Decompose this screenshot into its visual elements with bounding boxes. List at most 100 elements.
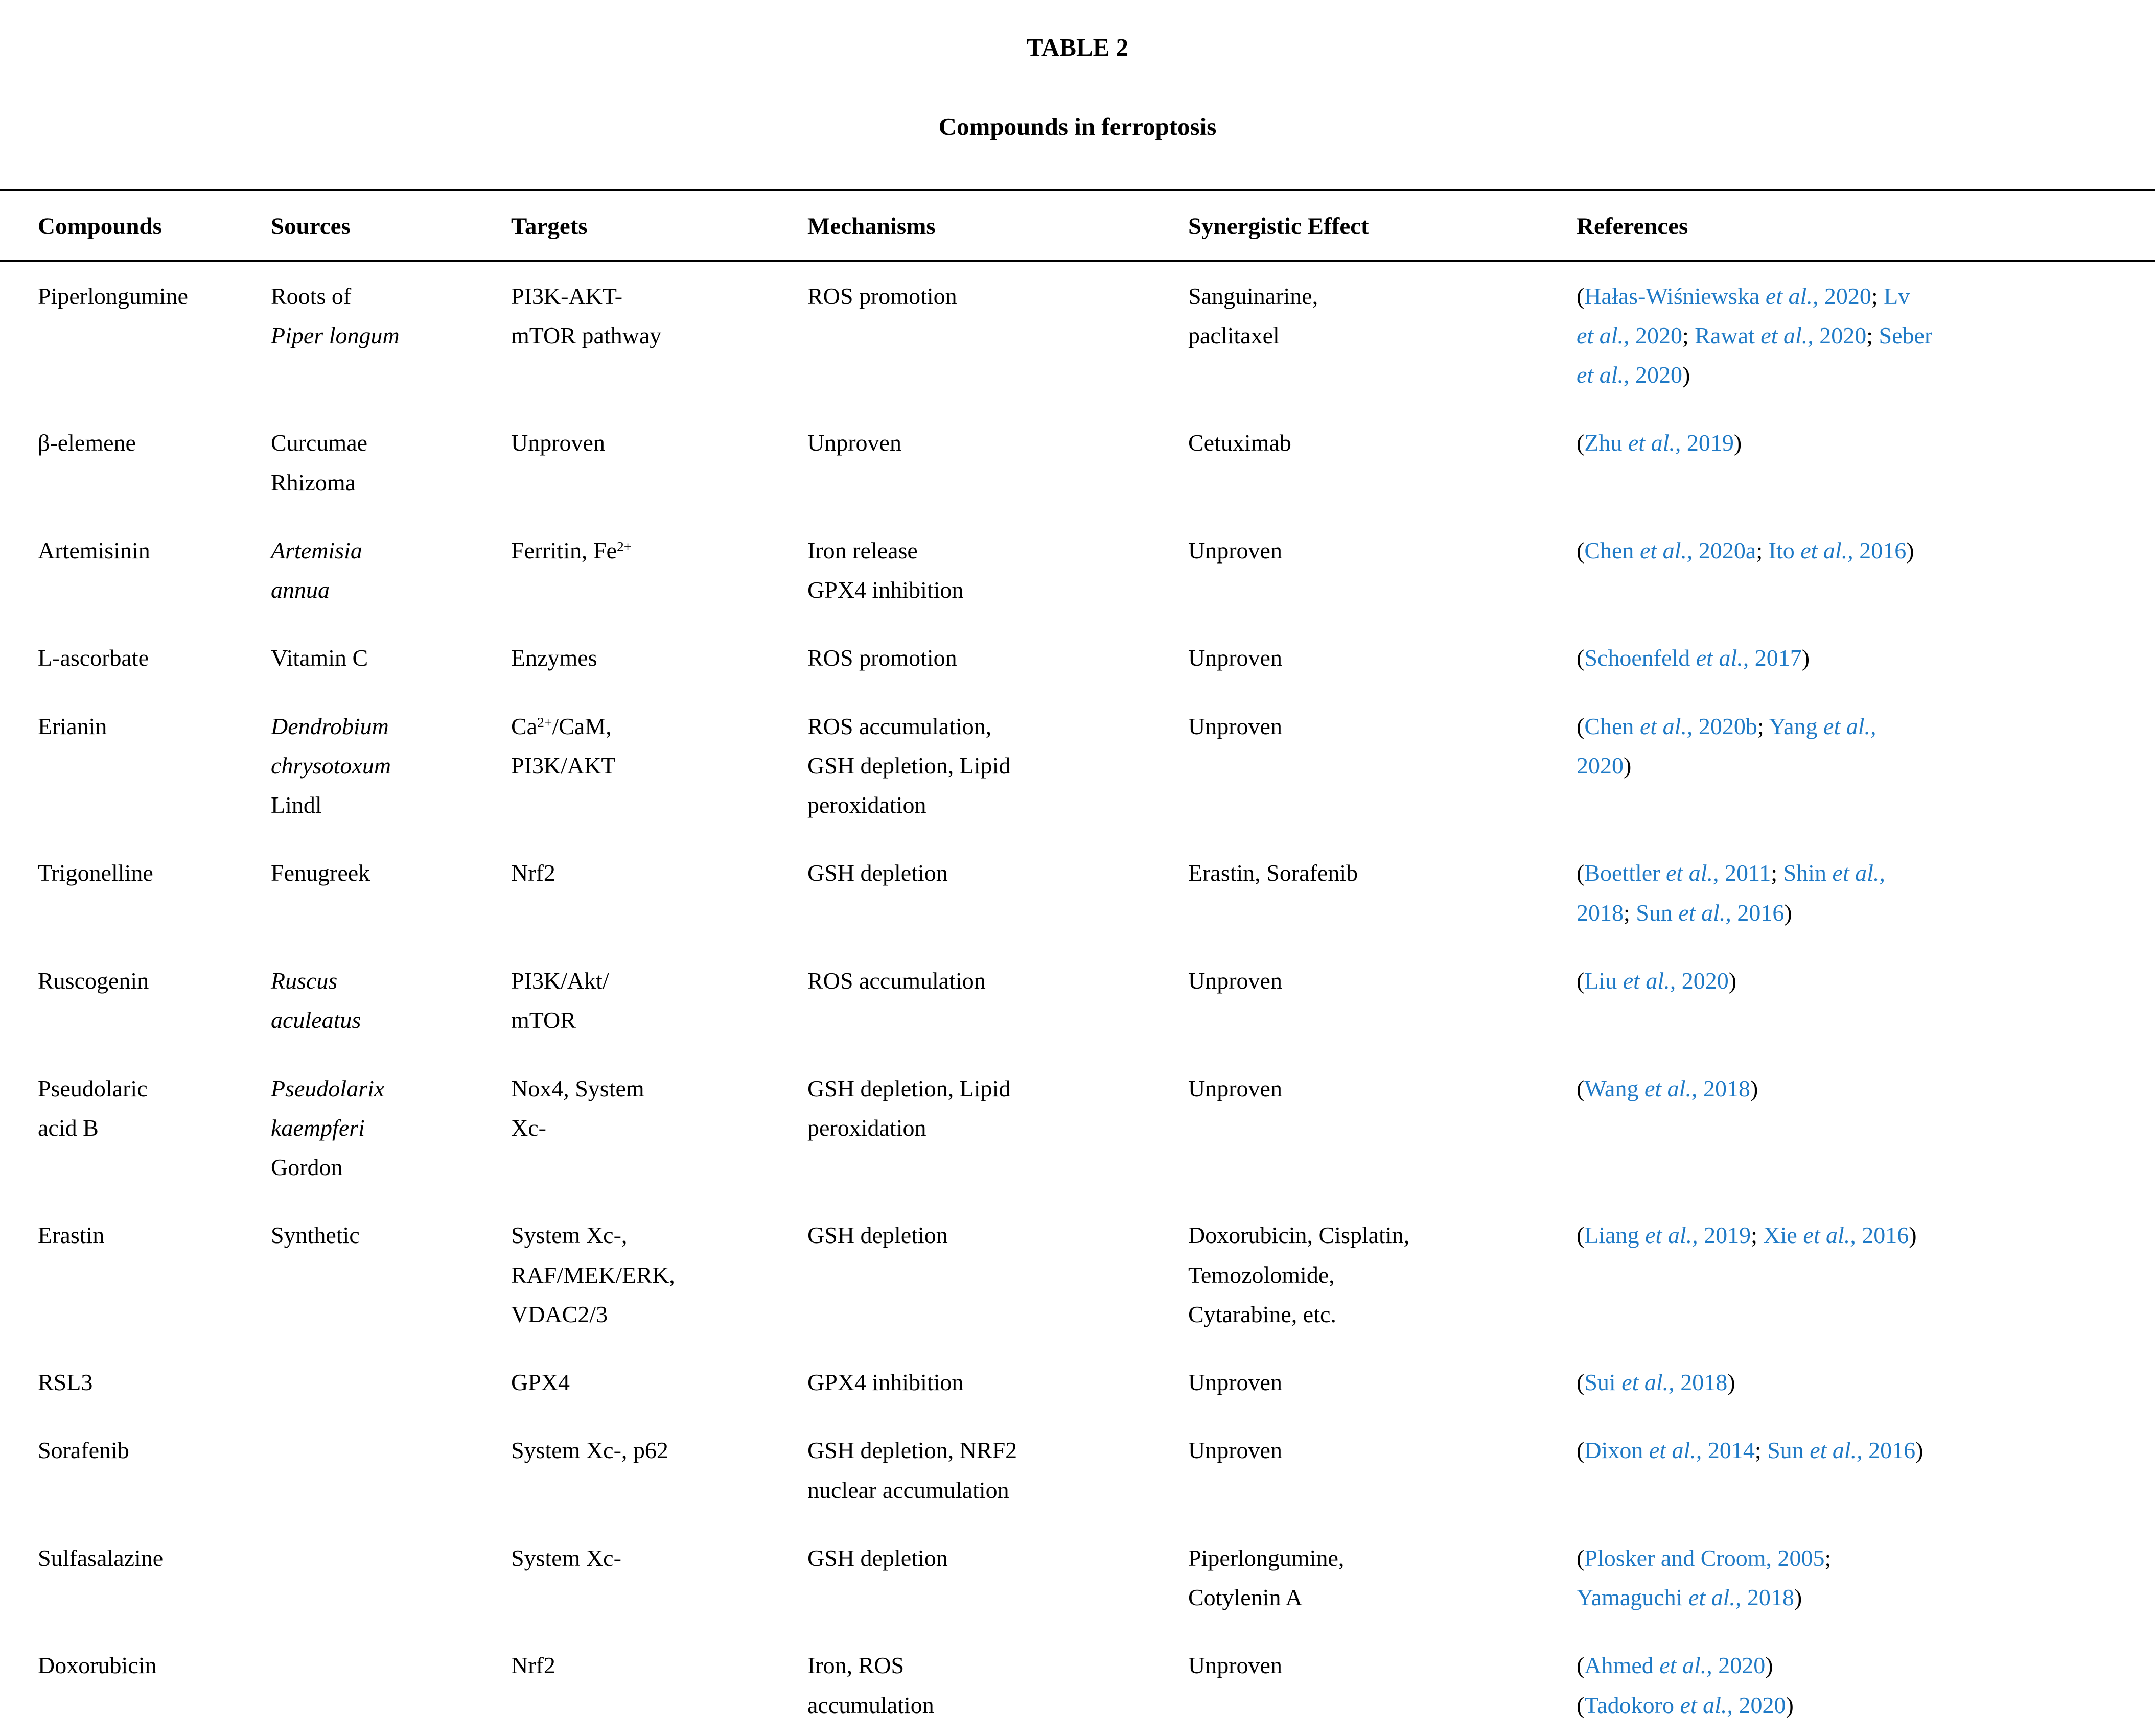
cell-compounds: Erastin bbox=[38, 1222, 105, 1249]
cell-compounds: Piperlongumine bbox=[38, 283, 188, 309]
citation-link[interactable]: Zhu et al., 2019 bbox=[1584, 430, 1734, 456]
table-body: Piperlongumine Roots of Piper longum PI3K-A… bbox=[0, 261, 2155, 1736]
citation-link[interactable]: Plosker and Croom, 2005 bbox=[1584, 1544, 1825, 1571]
cell-targets: Unproven bbox=[511, 430, 605, 456]
citation-link[interactable]: Sun et al., 2016 bbox=[1636, 899, 1785, 926]
cell-synergistic-effect: Unproven bbox=[1188, 537, 1282, 564]
cell-references: (Wang et al., 2018) bbox=[1577, 1075, 1758, 1101]
table-header-row: Compounds Sources Targets Mechanisms Synergi… bbox=[0, 190, 2155, 262]
citation-link[interactable]: Liang et al., 2019 bbox=[1584, 1222, 1751, 1249]
cell-references: (Sui et al., 2018) bbox=[1577, 1369, 1735, 1396]
cell-sources: Artemisia annua bbox=[271, 517, 511, 624]
cell-synergistic-effect: Unproven bbox=[1188, 713, 1282, 739]
table-row: Sorafenib System Xc-, p62 GSH depletion, N… bbox=[0, 1416, 2155, 1524]
italic-text: et al., bbox=[1577, 362, 1630, 388]
cell-targets: PI3K-AKT-mTOR pathway bbox=[511, 283, 662, 348]
cell-compounds: RSL3 bbox=[38, 1369, 93, 1396]
citation-link[interactable]: Hałas-Wiśniewska et al., 2020 bbox=[1584, 283, 1871, 309]
cell-synergistic-effect: Erastin, Sorafenib bbox=[1188, 860, 1358, 886]
citation-link[interactable]: Ito et al., 2016 bbox=[1768, 537, 1907, 564]
cell-targets: System Xc- bbox=[511, 1544, 621, 1571]
cell-synergistic-effect: Unproven bbox=[1188, 968, 1282, 994]
cell-compounds: Trigonelline bbox=[38, 860, 153, 886]
superscript: 2+ bbox=[537, 714, 552, 730]
cell-references: (Ahmed et al., 2020) (Tadokoro et al., 20… bbox=[1577, 1652, 1794, 1718]
italic-text: Pseudolarix bbox=[271, 1075, 385, 1101]
compounds-table: Compounds Sources Targets Mechanisms Synergi… bbox=[0, 189, 2155, 1736]
citation-link[interactable]: Sui et al., 2018 bbox=[1584, 1369, 1728, 1396]
cell-synergistic-effect: Doxorubicin, Cisplatin, Temozolomide, Cyta… bbox=[1188, 1222, 1410, 1327]
cell-mechanisms: ROS promotion bbox=[807, 645, 957, 671]
cell-compounds: Erianin bbox=[38, 713, 107, 739]
cell-targets: System Xc-, RAF/MEK/ERK, VDAC2/3 bbox=[511, 1222, 675, 1327]
citation-link[interactable]: Shin et al., 2018 bbox=[1577, 860, 1885, 926]
italic-text: et al., bbox=[1623, 968, 1676, 994]
cell-synergistic-effect: Unproven bbox=[1188, 1437, 1282, 1464]
column-header-mechanisms: Mechanisms bbox=[807, 190, 1188, 262]
cell-synergistic-effect: Unproven bbox=[1188, 645, 1282, 671]
italic-text: et al., bbox=[1644, 1075, 1698, 1101]
cell-compounds: L-ascorbate bbox=[38, 645, 149, 671]
cell-sources: Fenugreek bbox=[271, 860, 370, 886]
citation-link[interactable]: Dixon et al., 2014 bbox=[1584, 1437, 1755, 1464]
italic-text: et al., bbox=[1678, 899, 1731, 926]
citation-link[interactable]: Chen et al., 2020a bbox=[1584, 537, 1756, 564]
cell-mechanisms: Iron release GPX4 inhibition bbox=[807, 537, 964, 603]
cell-references: (Hałas-Wiśniewska et al., 2020; Lv et al.… bbox=[1577, 283, 1933, 388]
column-header-targets: Targets bbox=[511, 190, 807, 262]
citation-link[interactable]: Seber et al., 2020 bbox=[1577, 322, 1933, 388]
citation-link[interactable]: Schoenfeld et al., 2017 bbox=[1584, 645, 1802, 671]
italic-text: et al., bbox=[1696, 645, 1749, 671]
italic-text: aculeatus bbox=[271, 1007, 361, 1034]
citation-link[interactable]: Sun et al., 2016 bbox=[1767, 1437, 1916, 1464]
citation-link[interactable]: Boettler et al., 2011 bbox=[1584, 860, 1771, 886]
cell-compounds: Ruscogenin bbox=[38, 968, 149, 994]
cell-sources bbox=[271, 1524, 511, 1632]
cell-sources bbox=[271, 1631, 511, 1736]
cell-mechanisms: GPX4 inhibition bbox=[807, 1369, 964, 1396]
cell-references: (Liang et al., 2019; Xie et al., 2016) bbox=[1577, 1222, 1917, 1249]
citation-link[interactable]: Wang et al., 2018 bbox=[1584, 1075, 1750, 1101]
citation-link[interactable]: Yang et al., 2020 bbox=[1577, 713, 1876, 779]
cell-mechanisms: GSH depletion, Lipid peroxidation bbox=[807, 1075, 1011, 1141]
cell-targets: Nrf2 bbox=[511, 1652, 555, 1679]
column-header-references: References bbox=[1577, 190, 2155, 262]
cell-references: (Dixon et al., 2014; Sun et al., 2016) bbox=[1577, 1437, 1924, 1464]
table-row: Trigonelline Fenugreek Nrf2 GSH depletion Er… bbox=[0, 839, 2155, 947]
cell-targets: Ferritin, Fe2+ bbox=[511, 537, 632, 564]
italic-text: et al., bbox=[1621, 1369, 1675, 1396]
italic-text: et al., bbox=[1666, 860, 1719, 886]
italic-text: et al., bbox=[1639, 713, 1693, 739]
citation-link[interactable]: Ahmed et al., 2020 bbox=[1584, 1652, 1766, 1679]
italic-text: et al., bbox=[1800, 537, 1853, 564]
cell-mechanisms: GSH depletion bbox=[807, 860, 948, 886]
italic-text: et al., bbox=[1803, 1222, 1856, 1249]
italic-text: annua bbox=[271, 577, 330, 603]
citation-link[interactable]: Yamaguchi et al., 2018 bbox=[1577, 1584, 1794, 1611]
table-row: Doxorubicin Nrf2 Iron, ROS accumulation Unpr… bbox=[0, 1631, 2155, 1736]
cell-sources: Roots of Piper longum bbox=[271, 283, 400, 348]
citation-link[interactable]: Xie et al., 2016 bbox=[1763, 1222, 1909, 1249]
table-row: Pseudolaric acid B Pseudolarix kaempferi Gor… bbox=[0, 1054, 2155, 1202]
cell-sources: Synthetic bbox=[271, 1222, 360, 1249]
italic-text: Piper longum bbox=[271, 322, 400, 348]
citation-link[interactable]: Tadokoro et al., 2020 bbox=[1584, 1692, 1786, 1718]
cell-mechanisms: ROS promotion bbox=[807, 283, 957, 309]
cell-mechanisms: GSH depletion, NRF2 nuclear accumulation bbox=[807, 1437, 1017, 1503]
table-row: Erastin Synthetic System Xc-, RAF/MEK/ERK, V… bbox=[0, 1201, 2155, 1348]
cell-targets: System Xc-, p62 bbox=[511, 1437, 668, 1464]
italic-text: et al., bbox=[1765, 283, 1819, 309]
italic-text: et al., bbox=[1639, 537, 1693, 564]
table-row: β-elemene Curcumae Rhizoma Unproven Unproven… bbox=[0, 409, 2155, 517]
table-row: Artemisinin Artemisia annua Ferritin, Fe2+ I… bbox=[0, 517, 2155, 624]
italic-text: et al., bbox=[1688, 1584, 1742, 1611]
citation-link[interactable]: Liu et al., 2020 bbox=[1584, 968, 1729, 994]
cell-mechanisms: Unproven bbox=[807, 430, 901, 456]
citation-link[interactable]: Rawat et al., 2020 bbox=[1695, 322, 1867, 348]
citation-link[interactable]: Lv et al., 2020 bbox=[1577, 283, 1910, 348]
table-row: Piperlongumine Roots of Piper longum PI3K-A… bbox=[0, 261, 2155, 409]
citation-link[interactable]: Chen et al., 2020b bbox=[1584, 713, 1757, 739]
italic-text: kaempferi bbox=[271, 1114, 365, 1141]
cell-references: (Liu et al., 2020) bbox=[1577, 968, 1737, 994]
